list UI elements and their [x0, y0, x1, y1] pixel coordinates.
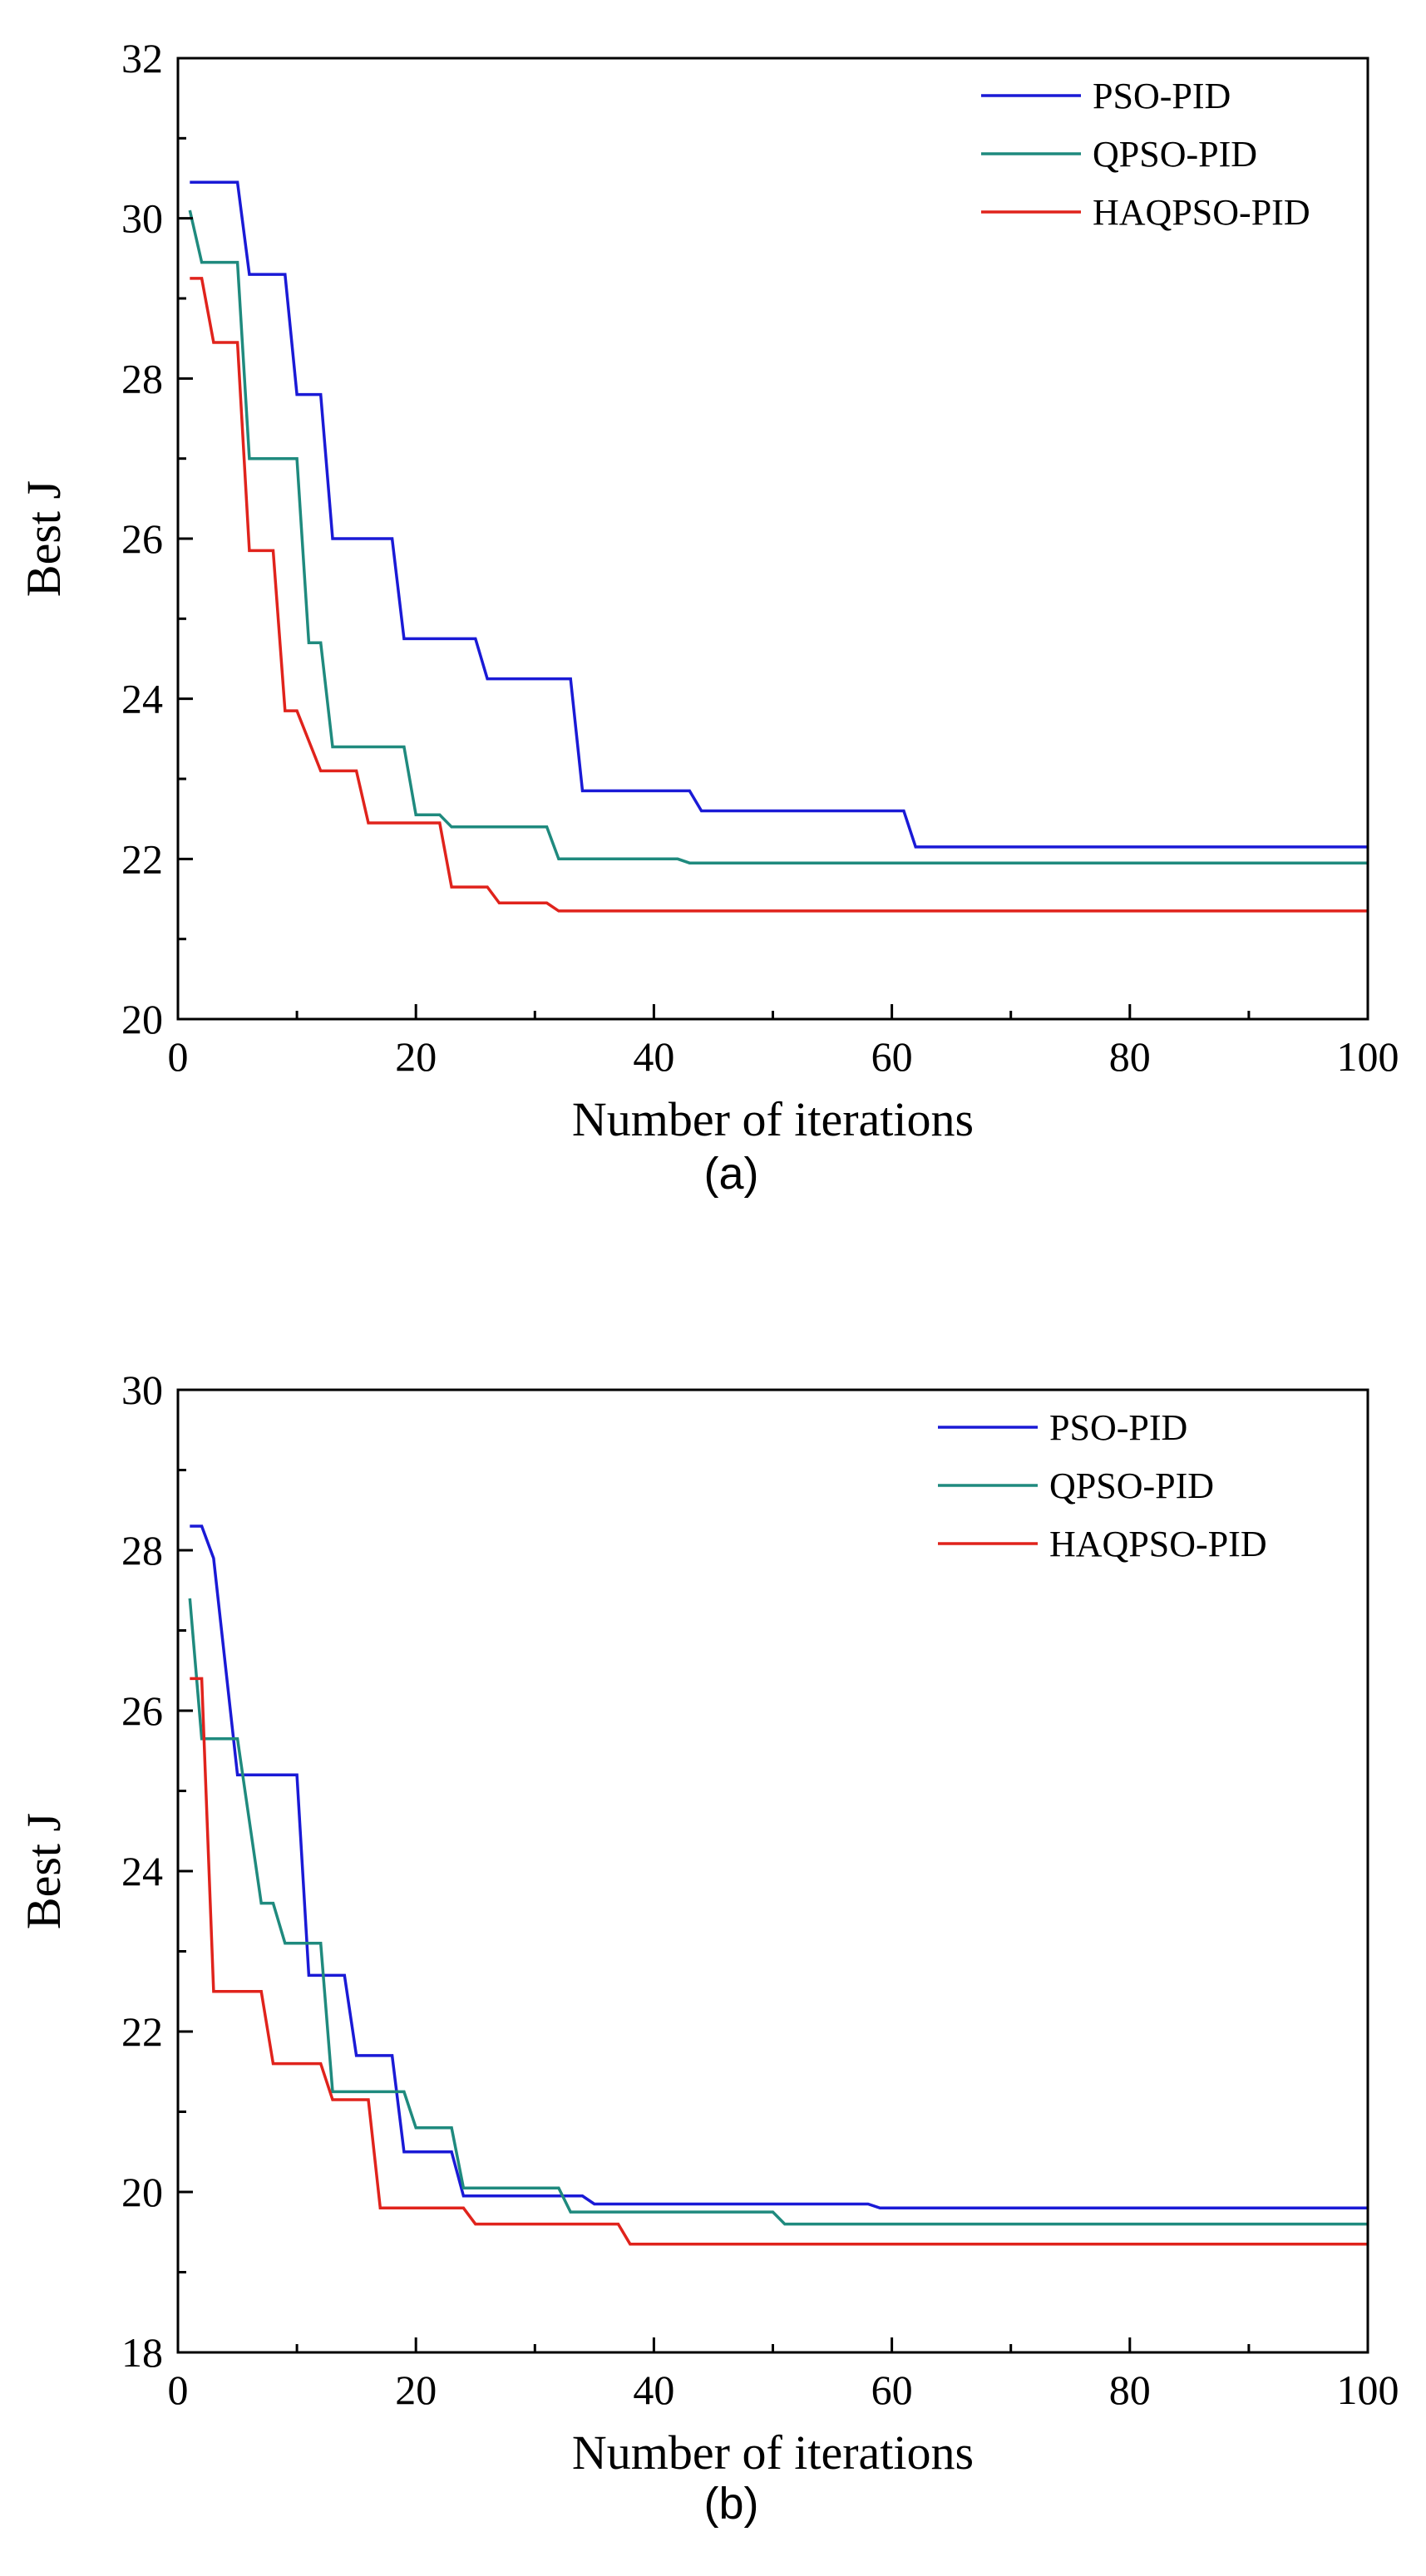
y-tick-label: 20 [121, 2169, 163, 2215]
x-tick-label: 100 [1337, 2367, 1399, 2413]
x-tick-label: 80 [1109, 1033, 1151, 1080]
x-tick-label: 80 [1109, 2367, 1151, 2413]
legend-label-qpso-pid: QPSO-PID [1049, 1465, 1214, 1506]
legend: PSO-PID QPSO-PID HAQPSO-PID [981, 76, 1310, 233]
series-line-qpso-pid [188, 1598, 1368, 2226]
x-tick-label: 0 [168, 1033, 189, 1080]
x-axis-label: Number of iterations [572, 1092, 974, 1146]
panel-b: 18 20 22 24 26 28 30 0 20 40 60 80 100 Number of iter… [17, 1367, 1399, 2529]
series-line-pso-pid [190, 180, 1368, 849]
legend: PSO-PID QPSO-PID HAQPSO-PID [938, 1407, 1267, 1564]
y-axis-label: Best J [17, 480, 71, 597]
series-line-haqpso-pid [190, 1677, 1368, 2246]
y-tick-label: 24 [121, 676, 163, 722]
y-tick-label: 30 [121, 195, 163, 242]
panel-label-b: (b) [704, 2479, 759, 2529]
legend-label-haqpso-pid: HAQPSO-PID [1093, 192, 1310, 233]
panel-label-a: (a) [704, 1149, 759, 1199]
x-tick-label: 40 [633, 1033, 674, 1080]
series-line-pso-pid [190, 1524, 1368, 2210]
x-tick-label: 20 [395, 2367, 437, 2413]
x-axis-label: Number of iterations [572, 2426, 974, 2480]
x-tick-label: 0 [168, 2367, 189, 2413]
legend-label-qpso-pid: QPSO-PID [1093, 134, 1257, 175]
y-tick-label: 28 [121, 1527, 163, 1574]
y-tick-label: 30 [121, 1367, 163, 1413]
x-tick-label: 20 [395, 1033, 437, 1080]
series-line-qpso-pid [188, 209, 1368, 864]
y-tick-label: 22 [121, 835, 163, 882]
y-axis-label: Best J [17, 1813, 71, 1929]
x-tick-label: 60 [871, 2367, 913, 2413]
y-tick-label: 24 [121, 1848, 163, 1894]
y-tick-label: 26 [121, 515, 163, 562]
y-tick-label: 26 [121, 1687, 163, 1734]
y-tick-label: 28 [121, 355, 163, 401]
legend-label-haqpso-pid: HAQPSO-PID [1049, 1524, 1267, 1564]
y-tick-label: 20 [121, 996, 163, 1042]
legend-label-pso-pid: PSO-PID [1093, 76, 1231, 116]
y-tick-label: 22 [121, 2008, 163, 2055]
x-tick-label: 40 [633, 2367, 674, 2413]
y-tick-label: 32 [121, 35, 163, 81]
y-tick-label: 18 [121, 2329, 163, 2376]
x-tick-label: 60 [871, 1033, 913, 1080]
x-tick-label: 100 [1337, 1033, 1399, 1080]
legend-label-pso-pid: PSO-PID [1049, 1407, 1187, 1448]
series-line-haqpso-pid [190, 277, 1368, 913]
